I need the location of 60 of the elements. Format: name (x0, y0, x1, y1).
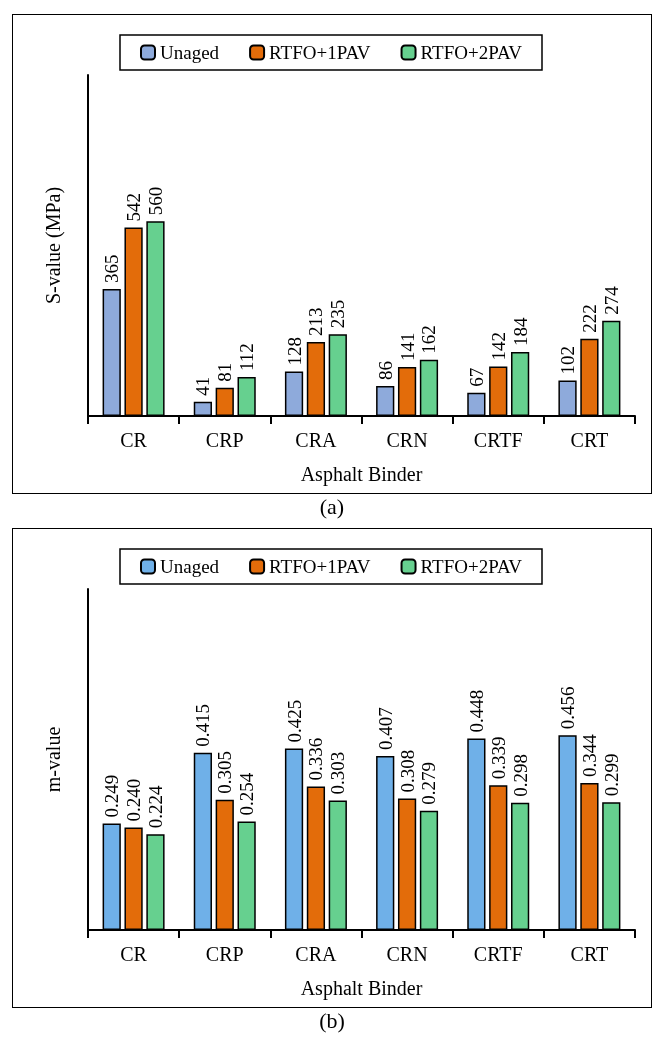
data-label: 0.254 (236, 772, 258, 816)
data-label: 235 (327, 299, 349, 329)
data-label: 0.305 (214, 750, 236, 794)
x-tick-label: CRT (570, 429, 609, 451)
legend-label: RTFO+1PAV (269, 42, 371, 63)
x-tick-label: CR (120, 943, 148, 965)
data-label: 542 (123, 192, 145, 222)
data-label: 0.240 (123, 778, 145, 822)
legend-label: RTFO+1PAV (269, 556, 371, 577)
data-label: 0.224 (144, 785, 166, 829)
data-label: 0.308 (396, 749, 418, 793)
legend-label: Unaged (160, 556, 220, 577)
data-label: 0.303 (327, 751, 349, 795)
data-label: 0.299 (600, 753, 622, 797)
data-label: 213 (305, 307, 327, 336)
data-label: 81 (214, 362, 236, 382)
x-tick-label: CRP (205, 943, 244, 965)
x-tick-label: CRTF (473, 943, 523, 965)
text: (a) (318, 494, 346, 520)
x-tick-label: CRA (295, 429, 338, 451)
data-label: 0.407 (374, 707, 396, 751)
data-label: 67 (465, 367, 487, 387)
y-axis-title: m-value (42, 726, 64, 793)
data-label: 86 (374, 361, 396, 381)
legend-label: Unaged (160, 42, 220, 63)
data-label: 102 (557, 346, 579, 375)
x-axis-title: Asphalt Binder (300, 977, 423, 1000)
legend-label: RTFO+2PAV (420, 556, 523, 577)
x-tick-label: CRN (386, 429, 428, 451)
data-label: 365 (101, 254, 123, 283)
x-tick-label: CRN (386, 943, 428, 965)
data-label: 274 (600, 285, 622, 315)
legend-label: RTFO+2PAV (420, 42, 523, 63)
y-axis-title: S-value (MPa) (42, 186, 65, 305)
data-label: 142 (487, 332, 509, 361)
data-label: 41 (192, 376, 214, 396)
data-label: 162 (418, 325, 440, 354)
data-label: 560 (144, 186, 166, 216)
data-label: 222 (578, 304, 600, 333)
x-tick-label: CRA (295, 943, 338, 965)
data-label: 0.298 (509, 753, 531, 797)
data-label: 0.279 (418, 762, 440, 805)
data-label: 141 (396, 332, 418, 361)
data-label: 0.448 (465, 689, 487, 733)
text: (b) (318, 1008, 346, 1034)
data-label: 0.339 (487, 736, 509, 780)
data-label: 0.425 (283, 699, 305, 743)
x-tick-label: CRT (570, 943, 609, 965)
data-label: 184 (509, 316, 531, 346)
x-axis-title: Asphalt Binder (300, 463, 423, 486)
x-tick-label: CRP (205, 429, 244, 451)
data-label: 0.456 (557, 686, 579, 730)
x-tick-label: CR (120, 429, 148, 451)
data-label: 0.344 (578, 733, 600, 777)
data-label: 128 (283, 336, 305, 366)
data-label: 112 (236, 343, 258, 372)
x-tick-label: CRTF (473, 429, 523, 451)
data-label: 0.336 (305, 737, 327, 781)
data-label: 0.415 (192, 703, 214, 747)
data-label: 0.249 (101, 774, 123, 818)
